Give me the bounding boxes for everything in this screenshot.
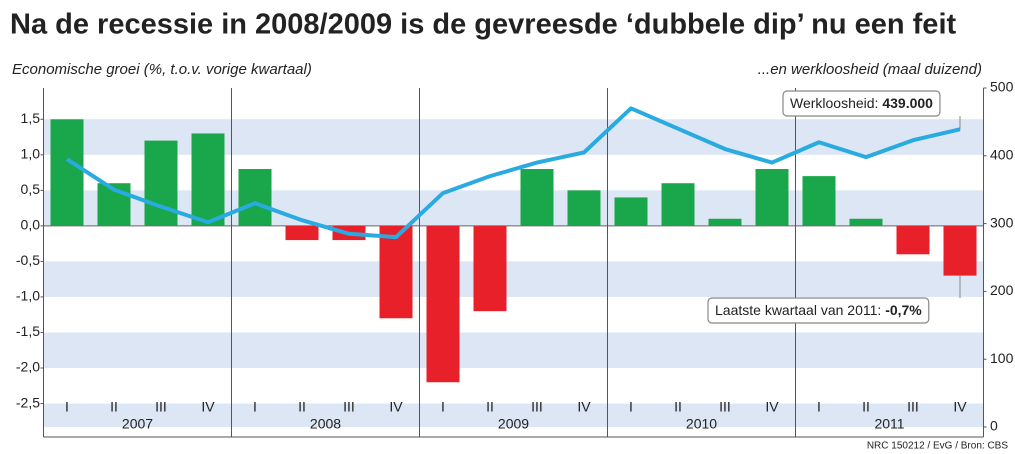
x-tick-label: III (531, 399, 543, 415)
callout-label: Laatste kwartaal van 2011: (715, 302, 881, 318)
callout-value: 439.000 (882, 95, 933, 111)
bar (379, 225, 413, 319)
y-tick-label: 1,5 (21, 110, 41, 126)
chart-title: Na de recessie in 2008/2009 is de gevree… (10, 9, 956, 41)
y-tick-label: -2,0 (16, 359, 40, 375)
source: NRC 150212 / EvG / Bron: CBS (867, 441, 1009, 452)
year-label: 2007 (122, 416, 153, 432)
bar (191, 133, 225, 226)
year-label: 2009 (498, 416, 529, 432)
y2-tick-label: 400 (990, 147, 1014, 163)
callout-value: -0,7% (885, 302, 922, 318)
line (65, 106, 961, 240)
x-tick-label: III (155, 399, 167, 415)
x-tick-label: I (441, 399, 445, 415)
x-tick-label: I (65, 399, 69, 415)
bar (426, 225, 460, 383)
x-tick-label: II (862, 399, 870, 415)
bar (896, 225, 930, 255)
bar (943, 225, 977, 276)
y2-tick-label: 200 (990, 282, 1014, 298)
callout: Werkloosheid: 439.000 (782, 90, 941, 117)
y2-tick-label: 100 (990, 350, 1014, 366)
bar (708, 218, 742, 226)
x-tick-label: I (629, 399, 633, 415)
year-label: 2010 (686, 416, 717, 432)
y2-tick-label: 0 (990, 418, 998, 434)
bar (755, 169, 789, 226)
x-tick-label: II (298, 399, 306, 415)
callout: Laatste kwartaal van 2011: -0,7% (707, 297, 930, 324)
bar (567, 190, 601, 226)
x-tick-label: I (253, 399, 257, 415)
y2-axis-title: ...en werkloosheid (maal duizend) (758, 61, 982, 78)
stripe (43, 403, 984, 427)
y-tick-label: 0,5 (21, 181, 41, 197)
callout-box (707, 297, 930, 324)
y-tick-label: 1,0 (21, 146, 41, 162)
y-tick-label: 0,0 (21, 217, 41, 233)
x-tick-label: IV (389, 399, 403, 415)
bar (849, 218, 883, 226)
callout-text: Laatste kwartaal van 2011: -0,7% (715, 302, 922, 318)
year-label: 2008 (310, 416, 341, 432)
x-tick-label: IV (577, 399, 591, 415)
x-tick-label: II (110, 399, 118, 415)
y-tick-label: -2,5 (16, 394, 40, 410)
bar (50, 119, 84, 226)
y-axis-title: Economische groei (%, t.o.v. vorige kwar… (12, 61, 312, 78)
bar (614, 197, 648, 226)
stripe (43, 190, 984, 226)
bar (285, 225, 319, 241)
stripe (43, 332, 984, 369)
callout-label: Werkloosheid: (790, 95, 878, 111)
stripe (43, 261, 984, 297)
y2-tick-label: 500 (990, 79, 1014, 95)
x-tick-label: II (486, 399, 494, 415)
callout-text: Werkloosheid: 439.000 (790, 95, 933, 111)
x-tick-label: IV (953, 399, 967, 415)
x-tick-label: III (343, 399, 355, 415)
y2-tick-label: 300 (990, 214, 1014, 230)
y-tick-label: -1,0 (16, 288, 40, 304)
bar (238, 169, 272, 226)
y-tick-label: -1,5 (16, 323, 40, 339)
bar (520, 169, 554, 226)
x-tick-label: IV (201, 399, 215, 415)
year-label: 2011 (874, 416, 904, 432)
bar (661, 183, 695, 226)
bar (144, 140, 178, 226)
bar (473, 225, 507, 312)
y-tick-label: -0,5 (16, 252, 40, 268)
x-tick-label: III (907, 399, 919, 415)
callout-box (782, 90, 941, 117)
x-tick-label: I (817, 399, 821, 415)
x-tick-label: III (719, 399, 731, 415)
x-tick-label: II (674, 399, 682, 415)
bar (802, 176, 836, 226)
x-tick-label: IV (765, 399, 779, 415)
